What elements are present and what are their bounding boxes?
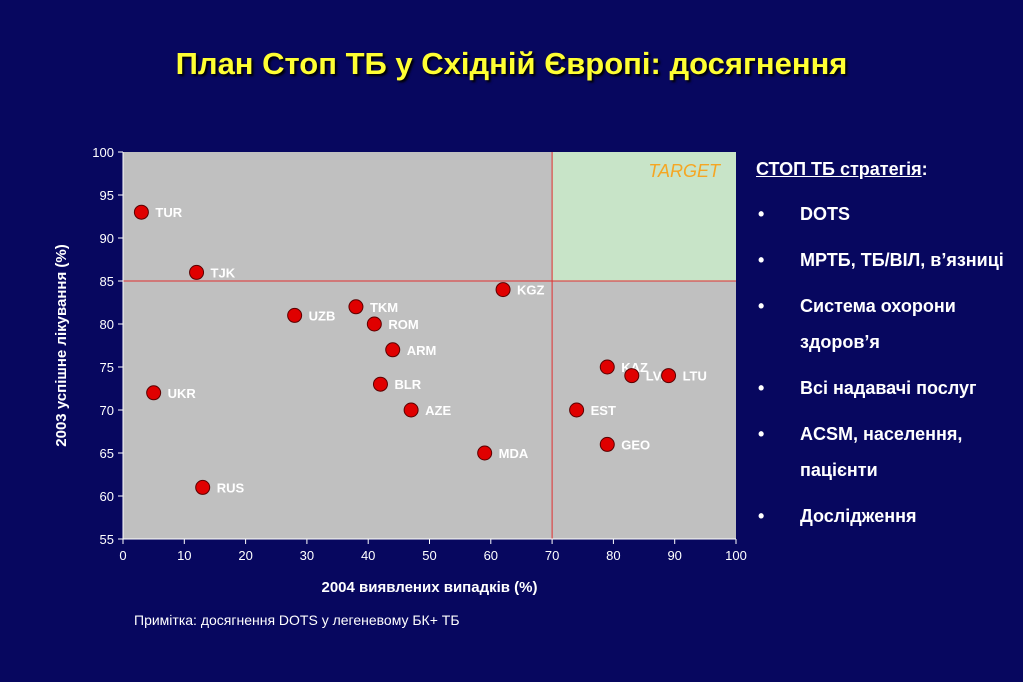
data-point-marker: [372, 376, 388, 392]
strategy-item: Система охорони здоров’я: [756, 288, 1018, 360]
y-tick-label: 55: [100, 532, 114, 547]
x-axis-title: 2004 виявлених випадків (%): [322, 579, 538, 596]
data-point-label: AZE: [425, 403, 451, 418]
data-point-marker: [569, 402, 585, 418]
target-label: TARGET: [648, 161, 722, 181]
data-point-marker: [661, 368, 677, 384]
y-tick-label: 85: [100, 274, 114, 289]
data-point-label: MDA: [499, 446, 529, 461]
strategy-heading: СТОП ТБ стратегія:: [756, 158, 1018, 180]
data-point-marker: [366, 316, 382, 332]
y-tick-label: 70: [100, 403, 114, 418]
x-tick-label: 80: [606, 548, 620, 563]
data-point-label: BLR: [394, 377, 421, 392]
strategy-heading-colon: :: [921, 159, 928, 179]
x-tick-label: 60: [484, 548, 498, 563]
data-point-label: ARM: [407, 343, 437, 358]
data-point-label: KGZ: [517, 283, 545, 298]
data-point-label: RUS: [217, 480, 245, 495]
data-point-label: TKM: [370, 300, 398, 315]
strategy-item: DOTS: [756, 196, 1018, 232]
data-point-label: UZB: [309, 308, 336, 323]
x-tick-label: 20: [238, 548, 252, 563]
data-point-marker: [599, 359, 615, 375]
data-point-label: TJK: [211, 265, 236, 280]
x-tick-label: 0: [119, 548, 126, 563]
x-tick-label: 50: [422, 548, 436, 563]
y-axis-title: 2003 успішне лікування (%): [53, 244, 70, 446]
data-point-marker: [495, 282, 511, 298]
data-point-label: GEO: [621, 437, 650, 452]
x-tick-label: 40: [361, 548, 375, 563]
data-point-marker: [195, 479, 211, 495]
x-tick-label: 100: [725, 548, 747, 563]
y-tick-label: 65: [100, 446, 114, 461]
data-point-label: LTU: [683, 369, 707, 384]
strategy-item: ACSM, населення, пацієнти: [756, 416, 1018, 488]
y-tick-label: 100: [92, 145, 114, 160]
y-tick-label: 90: [100, 231, 114, 246]
strategy-heading-text: СТОП ТБ стратегія: [756, 159, 922, 179]
slide-title: План Стоп ТБ у Східній Європі: досягненн…: [175, 46, 848, 81]
x-tick-label: 70: [545, 548, 559, 563]
y-tick-label: 60: [100, 489, 114, 504]
x-tick-label: 10: [177, 548, 191, 563]
data-point-marker: [189, 264, 205, 280]
data-point-marker: [624, 368, 640, 384]
data-point-label: TUR: [155, 205, 182, 220]
data-point-marker: [348, 299, 364, 315]
y-tick-label: 95: [100, 188, 114, 203]
strategy-item: Дослідження: [756, 498, 1018, 534]
strategy-panel: СТОП ТБ стратегія: DOTS МРТБ, ТБ/ВІЛ, в’…: [756, 158, 1018, 544]
data-point-marker: [287, 307, 303, 323]
strategy-list: DOTS МРТБ, ТБ/ВІЛ, в’язниці Система охор…: [756, 196, 1018, 534]
x-tick-label: 30: [300, 548, 314, 563]
strategy-item: Всі надавачі послуг: [756, 370, 1018, 406]
data-point-label: EST: [591, 403, 616, 418]
target-zone: [552, 152, 736, 281]
y-tick-label: 80: [100, 317, 114, 332]
data-point-marker: [146, 385, 162, 401]
data-point-label: UKR: [168, 386, 197, 401]
y-tick-label: 75: [100, 360, 114, 375]
data-point-marker: [403, 402, 419, 418]
data-point-marker: [385, 342, 401, 358]
data-point-label: ROM: [388, 317, 418, 332]
footnote: Примітка: досягнення DOTS у легеневому Б…: [134, 612, 460, 628]
strategy-item: МРТБ, ТБ/ВІЛ, в’язниці: [756, 242, 1018, 278]
x-tick-label: 90: [667, 548, 681, 563]
data-point-marker: [477, 445, 493, 461]
data-point-marker: [599, 436, 615, 452]
data-point-marker: [133, 204, 149, 220]
